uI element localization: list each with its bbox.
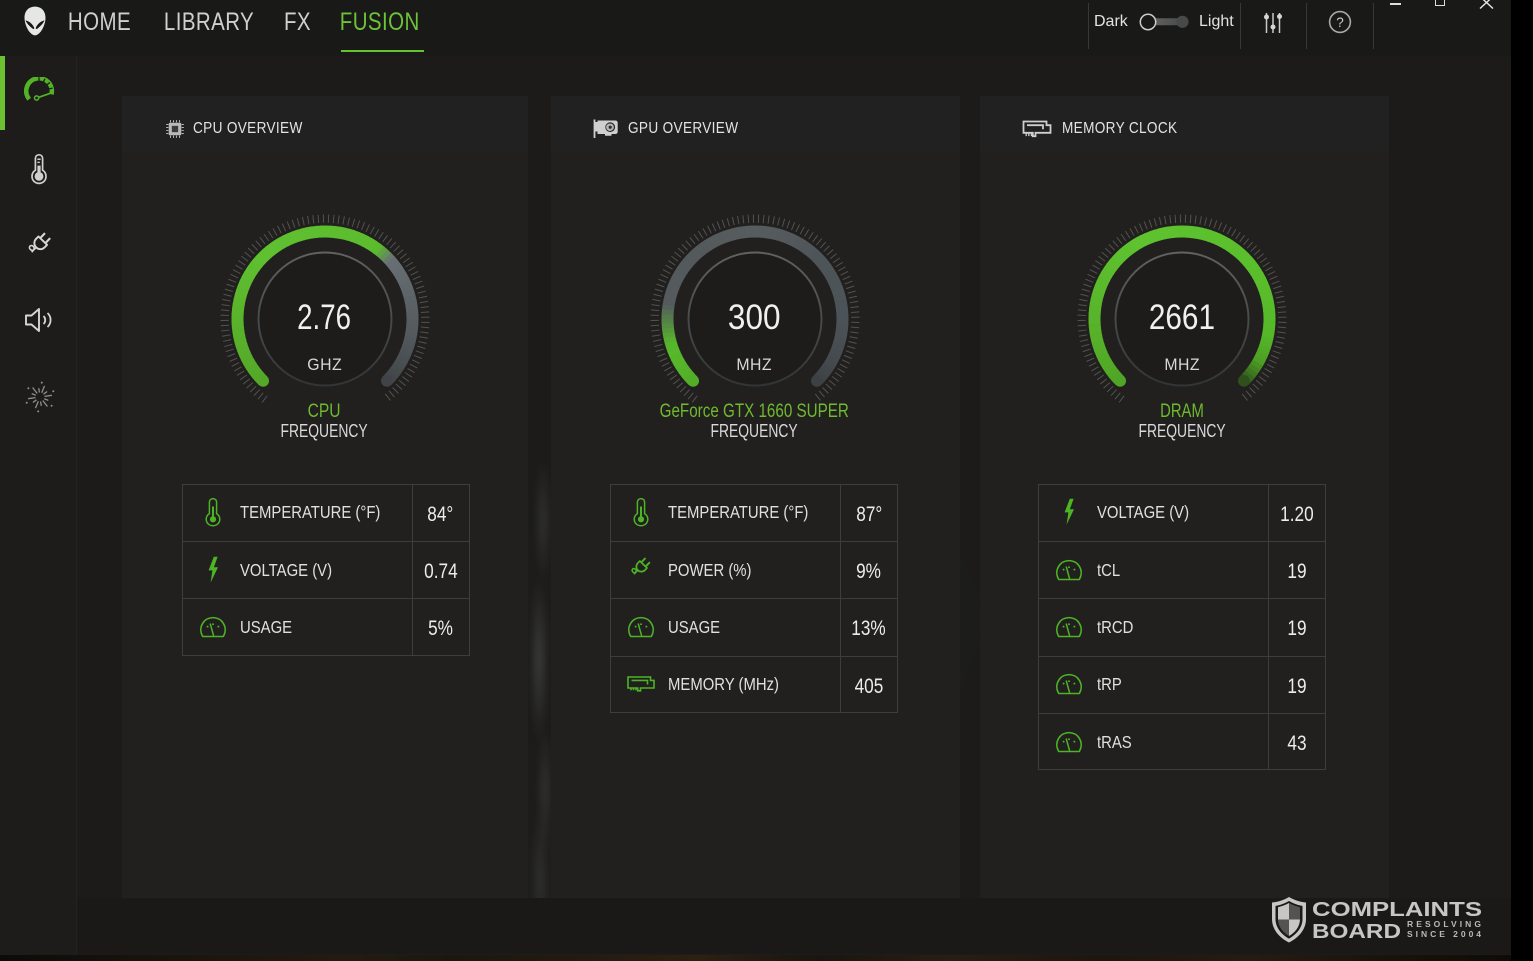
svg-text:?: ? bbox=[1336, 15, 1344, 30]
svg-text:BOARD: BOARD bbox=[1312, 920, 1401, 943]
svg-text:SINCE 2004: SINCE 2004 bbox=[1407, 929, 1481, 939]
svg-text:COMPLAINTS: COMPLAINTS bbox=[1312, 898, 1482, 921]
svg-text:RESOLVING: RESOLVING bbox=[1407, 919, 1481, 929]
